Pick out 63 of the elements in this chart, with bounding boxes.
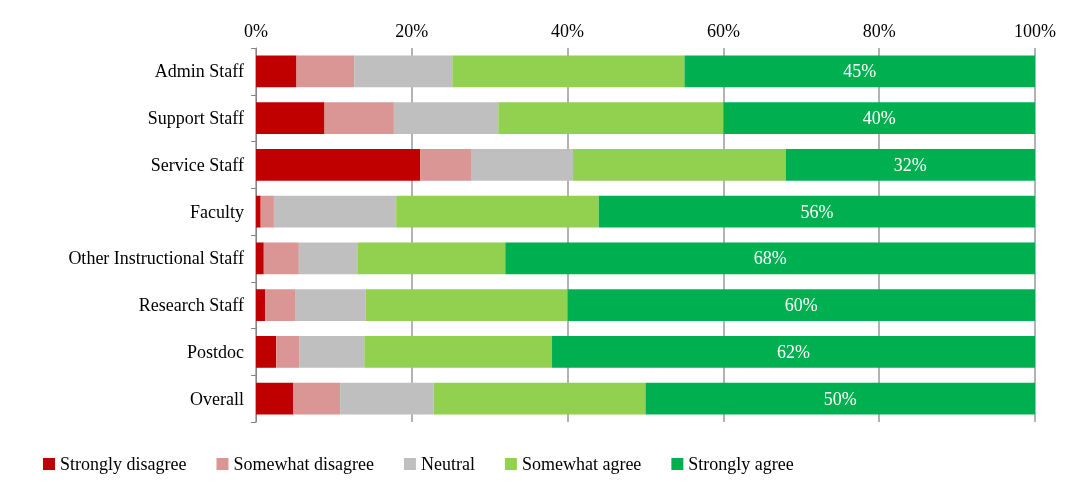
bar <box>433 382 646 415</box>
bar <box>505 242 1035 275</box>
bar <box>396 195 599 228</box>
y-tick-label: Support Staff <box>147 108 244 129</box>
bar <box>573 148 786 181</box>
legend-label: Strongly disagree <box>60 454 187 474</box>
legend-label: Somewhat agree <box>521 454 642 474</box>
x-tick-label: 0% <box>244 21 268 41</box>
x-tick-label: 20% <box>395 21 429 41</box>
bar <box>598 195 1035 228</box>
data-label: 56% <box>800 201 834 222</box>
data-label: 68% <box>753 248 787 269</box>
bar <box>296 55 355 88</box>
data-label: 40% <box>862 108 896 129</box>
bar <box>324 102 394 135</box>
bar <box>552 335 1035 368</box>
bar <box>785 148 1035 181</box>
x-tick-label: 40% <box>551 21 585 41</box>
legend-label: Strongly agree <box>688 454 794 474</box>
legend-label: Somewhat disagree <box>233 454 374 474</box>
bar <box>452 55 685 88</box>
y-tick-label: Faculty <box>190 201 244 222</box>
bar <box>256 102 325 135</box>
bar <box>256 382 294 415</box>
bar <box>293 382 341 415</box>
y-tick-label: Other Instructional Staff <box>68 248 244 269</box>
legend-label: Neutral <box>420 454 475 474</box>
bar <box>298 242 358 275</box>
y-tick-label: Postdoc <box>186 341 244 362</box>
data-label: 62% <box>777 341 811 362</box>
bar <box>256 289 266 322</box>
bar <box>273 195 397 228</box>
bar <box>265 289 296 322</box>
data-label: 60% <box>784 295 818 316</box>
bar <box>256 148 421 181</box>
y-tick-label: Admin Staff <box>154 61 244 82</box>
bar <box>299 335 365 368</box>
data-label: 50% <box>823 388 857 409</box>
x-tick-label: 80% <box>862 21 896 41</box>
x-tick-label: 60% <box>706 21 740 41</box>
bar <box>420 148 471 181</box>
bar <box>723 102 1035 135</box>
bar <box>684 55 1035 88</box>
bar <box>357 242 506 275</box>
bar <box>364 335 553 368</box>
bar <box>256 335 277 368</box>
data-label: 32% <box>893 154 927 175</box>
data-label: 45% <box>843 61 877 82</box>
bar <box>256 55 297 88</box>
bar <box>256 242 264 275</box>
y-tick-label: Overall <box>190 388 244 409</box>
bar <box>260 195 274 228</box>
x-tick-label: 100% <box>1014 21 1056 41</box>
bar <box>263 242 299 275</box>
bar <box>498 102 724 135</box>
bar <box>567 289 1035 322</box>
y-tick-label: Service Staff <box>150 154 244 175</box>
bar <box>365 289 568 322</box>
bar <box>256 195 261 228</box>
y-tick-label: Research Staff <box>138 295 244 316</box>
bar <box>645 382 1035 415</box>
bar <box>295 289 366 322</box>
bar <box>276 335 300 368</box>
